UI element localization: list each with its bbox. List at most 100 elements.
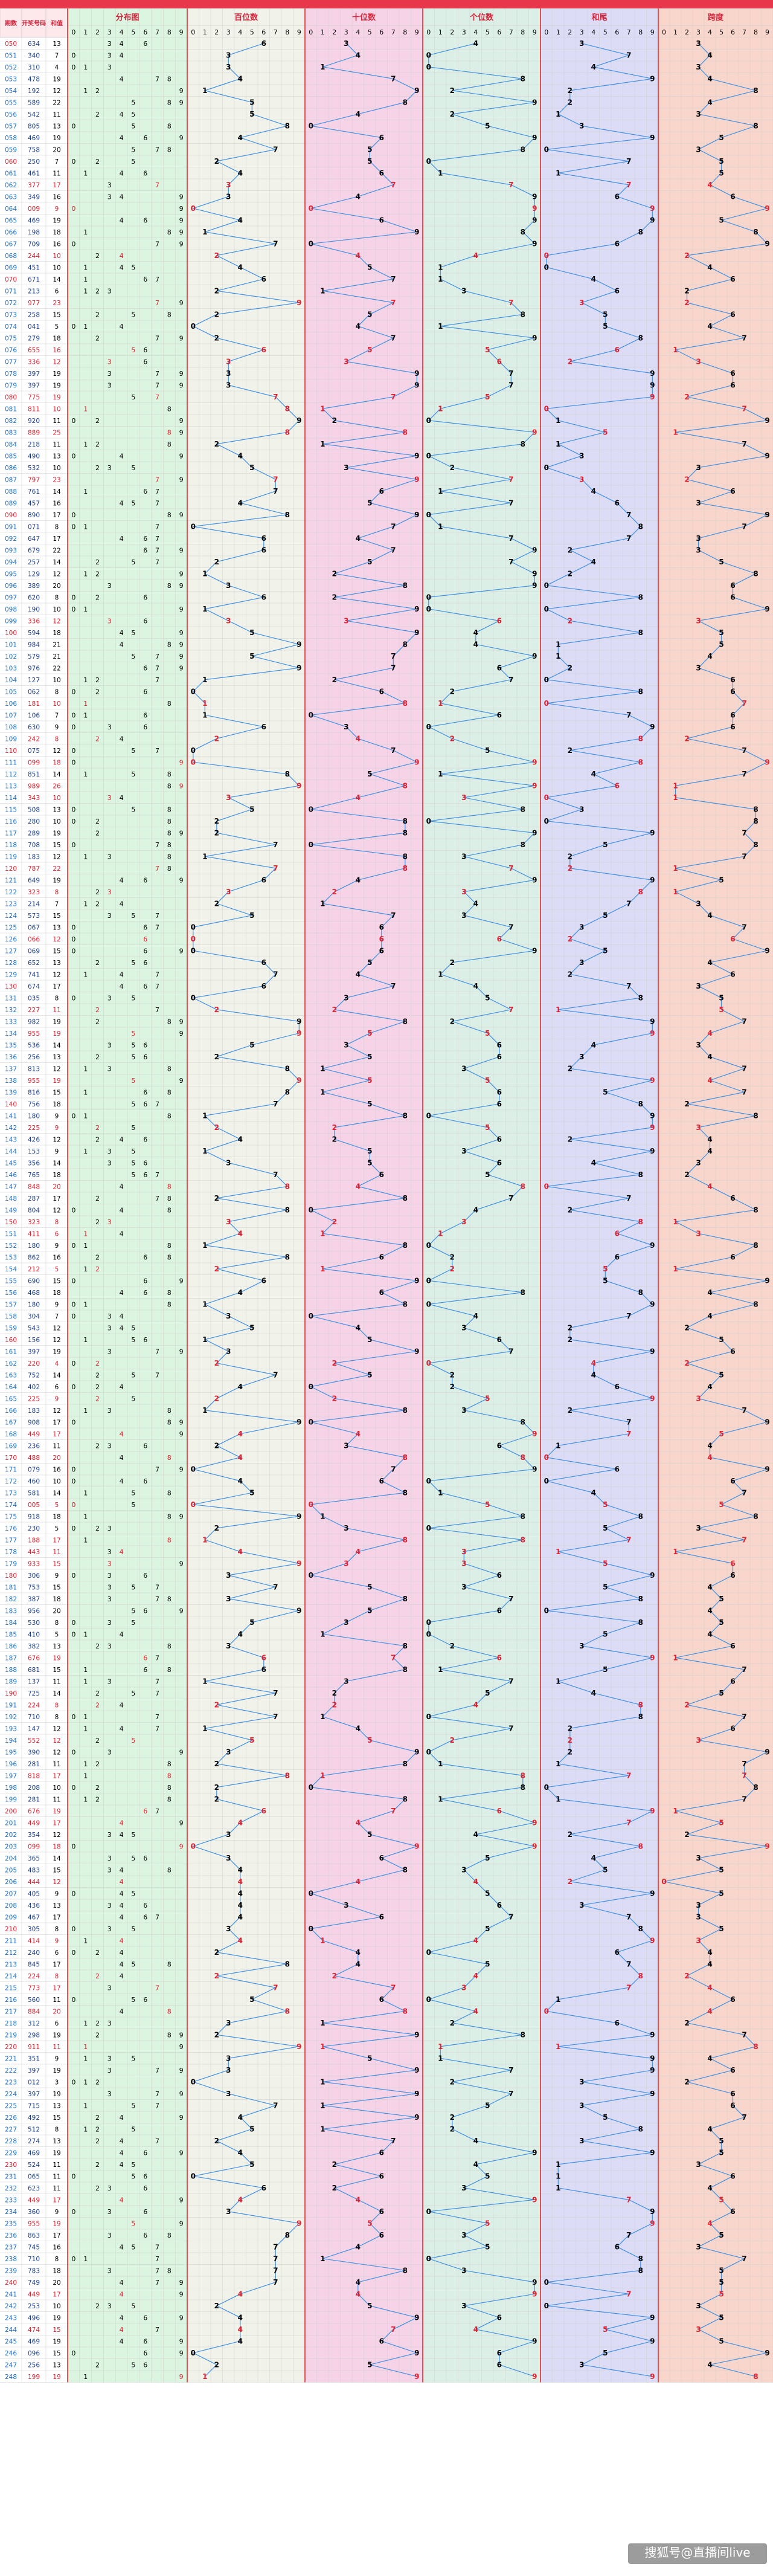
dist-digit: 9 [179, 98, 184, 106]
value-hundreds: 2 [214, 828, 219, 837]
value-tens: 9 [414, 605, 419, 613]
draw-number: 536 [28, 1042, 40, 1049]
issue-number: 207 [5, 1890, 17, 1897]
sum-value: 19 [53, 1077, 60, 1085]
dist-digit: 7 [155, 1006, 159, 1014]
value-span: 8 [753, 1783, 758, 1792]
draw-number: 190 [28, 606, 40, 613]
draw-number: 336 [28, 358, 40, 366]
value-tens: 5 [367, 1370, 372, 1379]
value-tens: 9 [414, 451, 419, 460]
value-hundreds: 7 [273, 1712, 278, 1721]
value-tens: 3 [344, 1524, 348, 1532]
value-span: 4 [707, 911, 712, 920]
dist-digit: 2 [95, 570, 100, 578]
dist-digit: 0 [71, 452, 75, 460]
header-cell-draw [21, 8, 47, 38]
issue-number: 173 [5, 1490, 17, 1497]
value-span: 5 [719, 558, 723, 566]
value-span: 3 [696, 1913, 701, 1921]
value-tens: 7 [391, 74, 396, 83]
value-units: 4 [473, 982, 478, 990]
header-digit-tens-1: 1 [321, 28, 325, 36]
sum-value: 17 [53, 1914, 60, 1921]
value-hundreds: 7 [273, 2278, 278, 2287]
sum-value: 11 [53, 2173, 60, 2180]
value-units: 7 [508, 1913, 513, 1921]
issue-number: 071 [5, 288, 17, 295]
dist-digit: 9 [179, 829, 184, 837]
dist-digit: 9 [179, 2279, 184, 2287]
issue-number: 206 [5, 1879, 17, 1886]
dist-digit: 2 [95, 1395, 100, 1403]
sum-value: 8 [55, 1714, 59, 1721]
dist-digit: 6 [143, 1666, 147, 1674]
dist-digit: 1 [83, 676, 88, 684]
value-tens: 2 [332, 888, 337, 896]
draw-number: 397 [28, 2091, 40, 2098]
value-hundreds: 3 [226, 616, 231, 625]
value-tail: 2 [568, 1830, 573, 1839]
value-units: 3 [461, 1064, 466, 1073]
value-tens: 5 [367, 1335, 372, 1344]
value-tail: 9 [650, 876, 655, 884]
value-tens: 5 [367, 1076, 372, 1085]
sum-value: 12 [53, 1879, 60, 1886]
dist-digit: 2 [95, 2125, 100, 2133]
sum-value: 19 [53, 1654, 60, 1662]
draw-number: 741 [28, 971, 40, 978]
issue-number: 117 [5, 830, 17, 837]
value-units: 7 [508, 534, 513, 543]
value-hundreds: 1 [202, 1241, 207, 1250]
draw-number: 765 [28, 1172, 40, 1179]
value-span: 2 [684, 1359, 689, 1367]
value-span: 3 [696, 63, 701, 71]
issue-number: 237 [5, 2244, 17, 2251]
dist-digit: 4 [120, 51, 124, 59]
dist-digit: 3 [107, 40, 112, 48]
sum-value: 15 [53, 912, 60, 920]
dist-digit: 2 [95, 959, 100, 967]
dist-digit: 9 [179, 629, 184, 637]
value-span: 4 [707, 2184, 712, 2192]
dist-digit: 9 [179, 1607, 184, 1615]
value-units: 3 [461, 1983, 466, 1992]
value-tens: 9 [414, 2066, 419, 2074]
value-tens: 0 [309, 121, 313, 130]
draw-number: 258 [28, 311, 40, 318]
dist-digit: 6 [143, 1053, 147, 1061]
value-units: 2 [450, 1383, 455, 1391]
value-hundreds: 2 [214, 734, 219, 743]
value-tens: 4 [356, 970, 361, 978]
dist-digit: 1 [83, 1088, 88, 1096]
value-units: 4 [473, 1972, 478, 1980]
sum-value: 18 [53, 1596, 60, 1603]
dist-digit: 6 [143, 40, 147, 48]
sum-value: 20 [53, 2279, 60, 2287]
dist-digit: 6 [143, 935, 147, 943]
draw-number: 156 [28, 1337, 40, 1344]
value-hundreds: 9 [297, 1512, 301, 1520]
value-hundreds: 2 [214, 1795, 219, 1803]
value-hundreds: 5 [249, 1488, 254, 1497]
value-hundreds: 7 [273, 145, 278, 153]
value-span: 6 [730, 2101, 735, 2110]
sum-value: 13 [53, 1902, 60, 1909]
dist-digit: 3 [107, 2090, 112, 2098]
sum-value: 9 [55, 2209, 59, 2216]
value-tens: 3 [344, 1677, 348, 1685]
value-units: 0 [426, 1276, 431, 1285]
issue-number: 076 [5, 347, 17, 354]
value-hundreds: 1 [202, 86, 207, 95]
value-tail: 8 [638, 687, 643, 696]
header-digit-tail-4: 4 [591, 28, 595, 36]
dist-digit: 7 [155, 276, 159, 283]
value-tens: 1 [320, 2077, 325, 2086]
sum-value: 12 [53, 618, 60, 625]
sum-value: 17 [53, 535, 60, 543]
value-tail: 4 [591, 1488, 596, 1497]
value-span: 2 [684, 2077, 689, 2086]
dist-digit: 0 [71, 122, 75, 130]
value-tail: 9 [650, 2219, 655, 2227]
value-hundreds: 4 [238, 169, 243, 177]
